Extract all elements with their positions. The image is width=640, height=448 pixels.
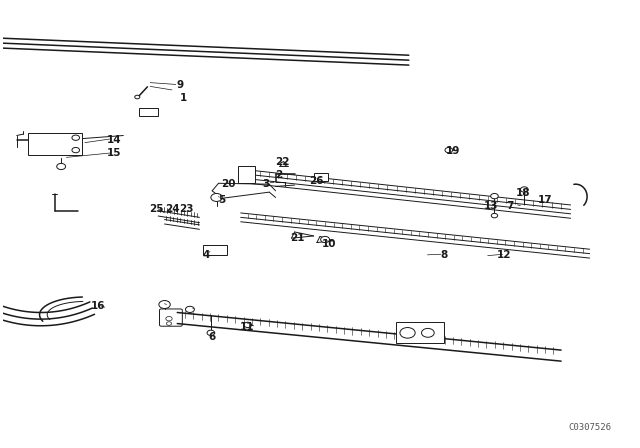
Circle shape — [244, 322, 252, 327]
Bar — [237, 166, 255, 183]
Text: 18: 18 — [516, 188, 531, 198]
Text: 11: 11 — [240, 322, 254, 332]
Text: 2: 2 — [275, 170, 282, 181]
Circle shape — [321, 237, 330, 242]
Circle shape — [492, 213, 498, 218]
Text: 23: 23 — [179, 203, 194, 214]
Text: 26: 26 — [310, 176, 324, 185]
Text: 9: 9 — [177, 80, 184, 90]
Text: 14: 14 — [106, 135, 121, 145]
Text: 1: 1 — [180, 93, 188, 103]
Text: 5: 5 — [218, 195, 225, 205]
Text: 12: 12 — [497, 250, 511, 260]
Circle shape — [207, 330, 214, 336]
Circle shape — [280, 162, 286, 167]
Bar — [396, 322, 444, 344]
FancyBboxPatch shape — [159, 309, 182, 326]
Text: 6: 6 — [209, 332, 216, 342]
Text: 3: 3 — [262, 179, 269, 189]
Circle shape — [445, 147, 452, 153]
Circle shape — [57, 164, 65, 170]
Bar — [139, 108, 158, 116]
Circle shape — [159, 301, 170, 309]
Text: 15: 15 — [106, 148, 121, 158]
Text: 10: 10 — [323, 239, 337, 249]
Circle shape — [166, 316, 172, 321]
Circle shape — [520, 187, 528, 192]
Text: 4: 4 — [202, 250, 209, 260]
Bar — [28, 134, 82, 155]
Text: 8: 8 — [440, 250, 447, 260]
Text: 13: 13 — [484, 201, 499, 211]
Text: 16: 16 — [91, 301, 105, 311]
Text: 20: 20 — [221, 179, 236, 189]
Text: 22: 22 — [275, 157, 289, 167]
Text: 24: 24 — [165, 203, 179, 214]
Circle shape — [135, 95, 140, 99]
Circle shape — [422, 328, 434, 337]
Text: 19: 19 — [446, 146, 460, 156]
Text: 21: 21 — [291, 233, 305, 243]
Circle shape — [166, 322, 172, 325]
Text: 7: 7 — [507, 201, 514, 211]
Circle shape — [72, 147, 79, 153]
Circle shape — [491, 194, 499, 199]
Text: C0307526: C0307526 — [569, 423, 612, 432]
Bar — [203, 245, 227, 255]
Text: 17: 17 — [538, 195, 552, 205]
Circle shape — [186, 306, 195, 313]
Circle shape — [211, 194, 222, 202]
Circle shape — [72, 135, 79, 140]
Text: 25: 25 — [149, 203, 164, 214]
Circle shape — [400, 327, 415, 338]
Bar — [314, 172, 328, 181]
